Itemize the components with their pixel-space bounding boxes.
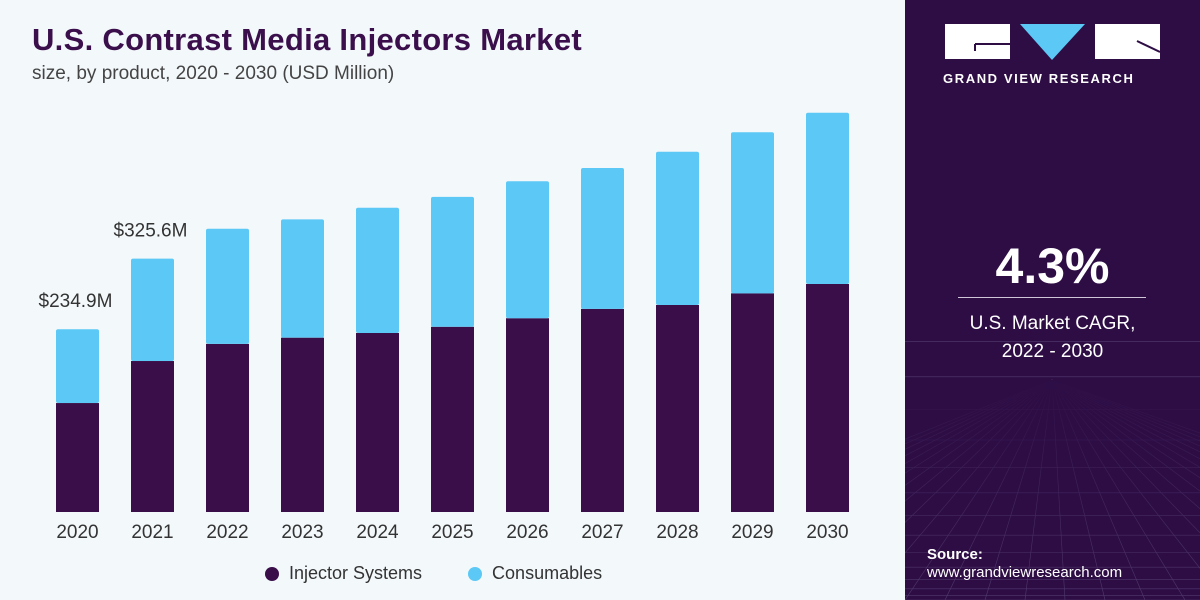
chart-subtitle: size, by product, 2020 - 2030 (USD Milli… (32, 63, 395, 84)
bar-consumables-2023 (281, 219, 324, 338)
x-tick-label: 2025 (431, 522, 473, 543)
grand-view-research-logo (945, 24, 1160, 60)
bar-injector-systems-2028 (656, 304, 699, 512)
legend-swatch-consumables (468, 566, 483, 581)
legend: Injector Systems Consumables (265, 563, 602, 584)
bar-consumables-2021 (131, 258, 174, 362)
cagr-value: 4.3% (995, 238, 1110, 294)
bar-consumables-2024 (356, 207, 399, 334)
bar-consumables-2028 (656, 151, 699, 305)
bar-consumables-2027 (581, 168, 624, 309)
bar-injector-systems-2027 (581, 308, 624, 512)
data-label-2021: $325.6M (114, 221, 188, 242)
x-tick-label: 2024 (356, 522, 399, 543)
bar-consumables-2020 (56, 329, 99, 404)
bar-consumables-2030 (806, 112, 849, 284)
stacked-bar-chart: 2020 $234.9M 2021 $325.6M 2022 2023 2024 2025 20… (39, 112, 849, 543)
source-url[interactable]: www.grandviewresearch.com (927, 564, 1123, 581)
chart-title: U.S. Contrast Media Injectors Market (32, 22, 582, 57)
x-tick-label: 2021 (131, 522, 173, 543)
bar-injector-systems-2025 (431, 326, 474, 512)
x-tick-label: 2030 (806, 522, 848, 543)
bar-injector-systems-2022 (206, 343, 249, 512)
bar-injector-systems-2020 (56, 403, 99, 512)
bar-consumables-2025 (431, 196, 474, 327)
source-label: Source: (927, 546, 983, 563)
x-tick-label: 2028 (656, 522, 698, 543)
x-tick-label: 2026 (506, 522, 548, 543)
bar-injector-systems-2030 (806, 283, 849, 512)
bar-consumables-2026 (506, 181, 549, 319)
x-tick-label: 2027 (581, 522, 623, 543)
bar-consumables-2029 (731, 132, 774, 294)
divider (958, 297, 1146, 298)
bar-injector-systems-2024 (356, 333, 399, 512)
legend-label-consumables: Consumables (492, 563, 603, 583)
x-tick-label: 2029 (731, 522, 773, 543)
x-tick-label: 2020 (56, 522, 98, 543)
x-tick-label: 2022 (206, 522, 248, 543)
cagr-label-line1: U.S. Market CAGR, (969, 313, 1136, 334)
bar-injector-systems-2021 (131, 361, 174, 512)
grid-pattern-decoration (905, 340, 1200, 600)
brand-name: GRAND VIEW RESEARCH (943, 71, 1135, 86)
cagr-label-line2: 2022 - 2030 (1001, 341, 1104, 362)
cagr-label: U.S. Market CAGR, 2022 - 2030 (905, 310, 1200, 366)
side-panel: GRAND VIEW RESEARCH 4.3% U.S. Market CAG… (905, 0, 1200, 600)
bar-injector-systems-2029 (731, 293, 774, 512)
bar-consumables-2022 (206, 228, 249, 344)
bar-injector-systems-2023 (281, 337, 324, 512)
data-label-2020: $234.9M (39, 291, 113, 312)
legend-swatch-injector-systems (265, 566, 279, 581)
source: Source: www.grandviewresearch.com (927, 546, 1122, 582)
x-tick-label: 2023 (281, 522, 323, 543)
legend-label-injector-systems: Injector Systems (289, 563, 423, 583)
bar-injector-systems-2026 (506, 318, 549, 512)
